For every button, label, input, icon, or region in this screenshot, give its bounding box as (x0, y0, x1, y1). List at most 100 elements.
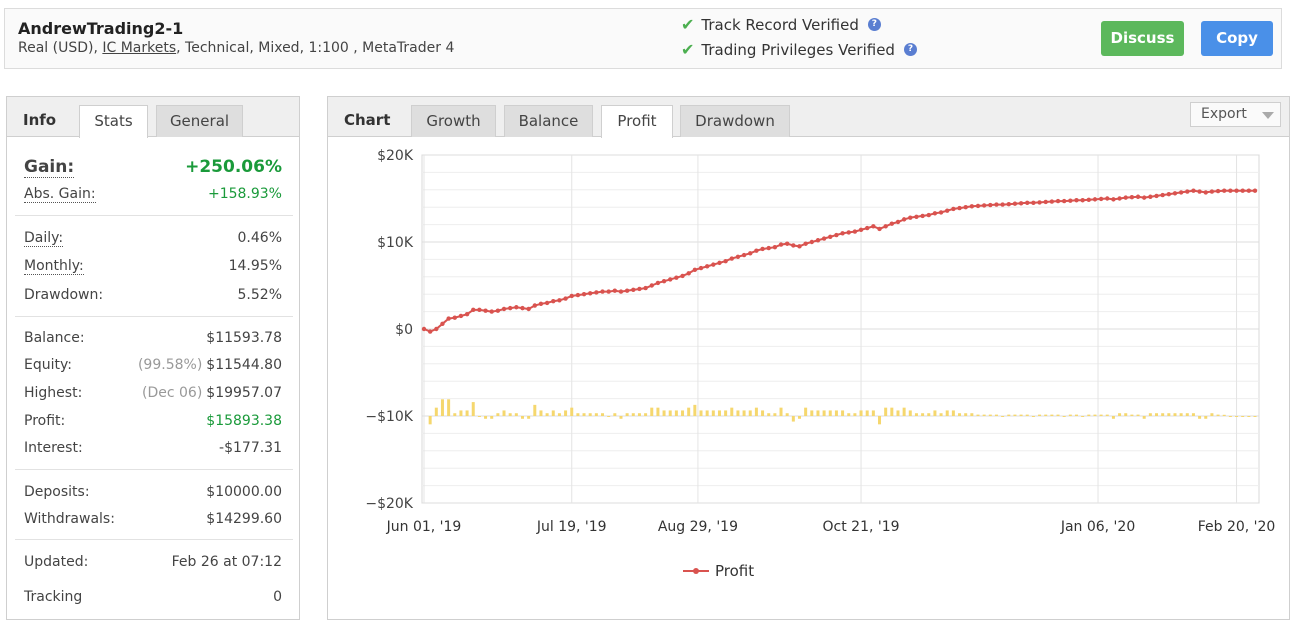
daily-bar (1074, 414, 1078, 416)
profit-point (895, 219, 901, 225)
stat-label: Interest: (24, 440, 83, 456)
profit-point (1006, 201, 1011, 207)
daily-bar (662, 410, 666, 416)
profit-point (975, 203, 981, 209)
profit-point (883, 224, 888, 229)
profit-point (575, 292, 581, 298)
daily-bar (1228, 416, 1232, 417)
daily-bar (951, 410, 955, 416)
profit-point (661, 278, 667, 284)
daily-bar (711, 410, 715, 416)
daily-bar (1142, 416, 1146, 419)
daily-bar (545, 413, 549, 416)
info-panel: Info Stats General Gain: +250.06% Abs. G… (6, 96, 300, 620)
daily-bar (871, 410, 875, 416)
profit-point (477, 307, 482, 313)
profit-point (1203, 190, 1208, 195)
daily-bar (1031, 416, 1035, 417)
stat-value: 5.52% (237, 287, 282, 303)
daily-bar (939, 413, 943, 416)
stat-interest: Interest: -$177.31 (24, 440, 282, 456)
profit-point (809, 239, 814, 245)
daily-bar (533, 404, 537, 416)
stat-abs-gain: Abs. Gain: +158.93% (24, 186, 282, 203)
daily-bar (1148, 413, 1152, 416)
stat-label: Withdrawals: (24, 511, 115, 527)
profit-point (489, 309, 494, 314)
daily-bar (465, 410, 469, 416)
profit-point (889, 221, 895, 226)
x-tick-label: Jan 06, '20 (1060, 519, 1135, 535)
profit-point (766, 245, 771, 251)
discuss-button[interactable]: Discuss (1101, 21, 1184, 56)
profit-point (871, 224, 876, 229)
daily-bar (681, 410, 685, 416)
daily-bar (459, 410, 463, 416)
daily-bar (674, 410, 678, 416)
y-tick-label: $10K (377, 235, 414, 251)
profit-point (754, 248, 759, 253)
profit-point (434, 326, 439, 332)
profit-point (772, 245, 778, 250)
daily-bar (471, 402, 475, 416)
daily-bar (1087, 414, 1091, 416)
daily-bar (890, 407, 894, 416)
chart-legend[interactable]: Profit (683, 562, 754, 580)
daily-bar (1136, 414, 1140, 416)
daily-bar (477, 416, 481, 417)
profit-point (1191, 188, 1196, 193)
daily-bar (908, 410, 912, 416)
stat-label[interactable]: Gain: (24, 157, 75, 178)
y-tick-label: −$10K (365, 409, 413, 425)
chart-tabbar: Chart Growth Balance Profit Drawdown Exp… (328, 97, 1289, 138)
tab-general[interactable]: General (156, 105, 243, 137)
trading-privileges-label: Trading Privileges Verified (701, 40, 895, 59)
profit-point (994, 202, 999, 207)
daily-bar (1198, 416, 1202, 419)
profit-point (569, 293, 574, 299)
help-icon[interactable]: ? (903, 43, 917, 56)
daily-bar (687, 407, 691, 416)
stat-label[interactable]: Monthly: (24, 258, 84, 275)
profit-point (901, 217, 907, 222)
profit-point (563, 296, 568, 301)
profit-point (803, 241, 808, 246)
daily-bar (520, 416, 524, 419)
profit-point (1222, 188, 1227, 193)
daily-bar (564, 410, 568, 416)
profit-point (1092, 197, 1098, 202)
tab-profit[interactable]: Profit (601, 105, 673, 138)
stat-value: $11544.80 (206, 357, 282, 373)
stat-value: $10000.00 (206, 484, 282, 500)
profit-point (1148, 194, 1153, 199)
copy-button[interactable]: Copy (1201, 21, 1273, 56)
profit-point (821, 236, 827, 241)
x-tick-label: Feb 20, '20 (1198, 519, 1276, 535)
stat-value: $15893.38 (206, 413, 282, 429)
tab-stats[interactable]: Stats (79, 105, 148, 138)
x-tick-label: Aug 29, '19 (658, 519, 738, 535)
daily-bar (730, 407, 734, 416)
daily-bar (717, 410, 721, 416)
profit-point (507, 305, 513, 311)
y-tick-label: $20K (377, 148, 414, 164)
tab-growth[interactable]: Growth (411, 105, 496, 137)
profit-point (963, 205, 968, 210)
tab-drawdown[interactable]: Drawdown (680, 105, 790, 137)
daily-bar (785, 413, 789, 416)
daily-bar (742, 410, 746, 416)
stat-label[interactable]: Abs. Gain: (24, 186, 96, 203)
profit-point (1043, 199, 1048, 205)
profit-point (1197, 189, 1202, 194)
stat-label[interactable]: Daily: (24, 230, 64, 247)
profit-line (423, 189, 1255, 333)
tab-balance[interactable]: Balance (504, 105, 593, 137)
daily-bar (834, 410, 838, 416)
stat-value: Feb 26 at 07:12 (171, 554, 282, 570)
export-dropdown[interactable]: Export (1190, 102, 1281, 127)
broker-link[interactable]: IC Markets (102, 40, 177, 56)
profit-point (1068, 198, 1073, 203)
help-icon[interactable]: ? (867, 18, 881, 31)
profit-point (471, 307, 476, 313)
profit-point (717, 260, 722, 266)
